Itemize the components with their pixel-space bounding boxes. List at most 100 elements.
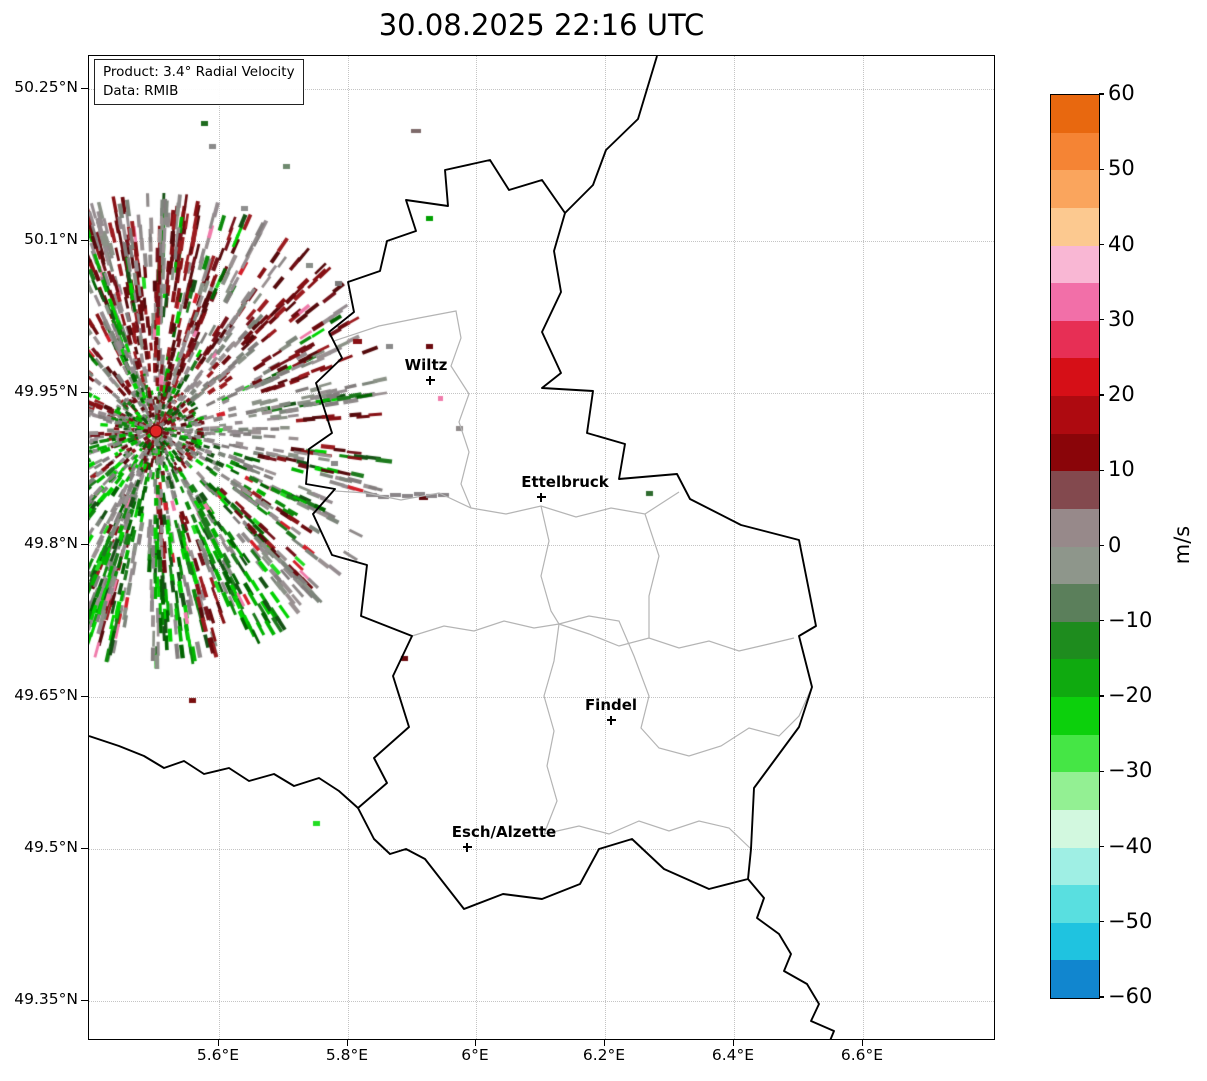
city-label: Ettelbruck xyxy=(521,473,609,491)
colorbar-tick-label: −10 xyxy=(1108,607,1153,632)
y-axis-tick-label: 50.25°N xyxy=(14,78,78,96)
axis-tick-mark xyxy=(81,391,88,393)
colorbar-tick-mark xyxy=(1099,921,1104,923)
colorbar-tick-label: −30 xyxy=(1108,758,1153,783)
borders-layer xyxy=(89,56,835,1039)
y-axis-tick-label: 49.5°N xyxy=(24,838,78,856)
city-plus-marker xyxy=(462,842,472,852)
product-line: Product: 3.4° Radial Velocity xyxy=(103,64,295,80)
axis-tick-mark xyxy=(732,1040,734,1046)
colorbar-segment xyxy=(1051,170,1099,208)
colorbar-segment xyxy=(1051,847,1099,886)
y-axis-tick-label: 49.35°N xyxy=(14,990,78,1008)
city-label: Wiltz xyxy=(404,356,448,374)
y-axis-tick-label: 49.8°N xyxy=(24,534,78,552)
colorbar-segment xyxy=(1051,960,1099,998)
colorbar-tick-label: −20 xyxy=(1108,683,1153,707)
colorbar-segment xyxy=(1051,508,1099,547)
city-label: Findel xyxy=(584,696,638,714)
product-info-box: Product: 3.4° Radial Velocity Data: RMIB xyxy=(94,59,304,105)
luxembourg-border xyxy=(305,159,817,910)
x-axis-tick-label: 6.6°E xyxy=(840,1046,884,1064)
axis-tick-mark xyxy=(81,999,88,1001)
colorbar-tick-mark xyxy=(1099,319,1104,321)
city-plus-marker xyxy=(425,375,435,385)
colorbar-segment xyxy=(1051,697,1099,735)
map-plot: Product: 3.4° Radial Velocity Data: RMIB… xyxy=(88,55,995,1040)
colorbar-segment xyxy=(1051,396,1099,434)
colorbar-segment xyxy=(1051,433,1099,472)
axis-tick-mark xyxy=(474,1040,476,1046)
colorbar-tick-label: 10 xyxy=(1108,457,1135,482)
colorbar-tick-mark xyxy=(1099,845,1104,848)
y-axis-tick-label: 49.65°N xyxy=(14,686,78,704)
colorbar-segment xyxy=(1051,734,1099,773)
colorbar-tick-mark xyxy=(1099,544,1104,547)
colorbar-tick-label: 50 xyxy=(1108,156,1135,181)
colorbar-tick-mark xyxy=(1099,695,1104,697)
colorbar-tick-mark xyxy=(1099,168,1104,170)
colorbar-segment xyxy=(1051,546,1099,585)
colorbar-tick-mark xyxy=(1099,770,1104,772)
radar-echo-layer xyxy=(89,56,994,1039)
colorbar-segment xyxy=(1051,809,1099,848)
colorbar-tick-label: 30 xyxy=(1108,306,1135,331)
colorbar-segment xyxy=(1051,584,1099,622)
page-title: 30.08.2025 22:16 UTC xyxy=(378,8,705,42)
colorbar-tick-mark xyxy=(1099,394,1104,396)
colorbar-tick-label: −50 xyxy=(1108,908,1153,933)
axis-tick-mark xyxy=(217,1040,219,1046)
city-plus-marker xyxy=(606,715,616,725)
city-label: Esch/Alzette xyxy=(451,823,557,841)
colorbar-segment xyxy=(1051,283,1099,321)
colorbar-tick-label: −60 xyxy=(1108,984,1153,1008)
x-axis-tick-label: 6°E xyxy=(461,1046,489,1064)
district-borders xyxy=(333,310,813,850)
axis-tick-mark xyxy=(81,87,88,89)
data-source-line: Data: RMIB xyxy=(103,82,179,99)
colorbar-tick-label: 0 xyxy=(1108,532,1122,557)
colorbar-tick-mark xyxy=(1099,469,1104,471)
y-axis-tick-label: 50.1°N xyxy=(24,230,78,248)
colorbar-unit-label: m/s xyxy=(1170,525,1194,565)
colorbar-segment xyxy=(1051,207,1099,246)
x-axis-tick-label: 5.8°E xyxy=(325,1046,369,1064)
colorbar-segment xyxy=(1051,659,1099,697)
neighbor-border-southwest xyxy=(89,735,359,809)
axis-tick-mark xyxy=(81,543,88,545)
colorbar-segment xyxy=(1051,772,1099,810)
colorbar-segment xyxy=(1051,621,1099,660)
x-axis-tick-label: 6.4°E xyxy=(711,1046,755,1064)
colorbar-segment xyxy=(1051,471,1099,509)
axis-tick-mark xyxy=(81,847,88,849)
colorbar-tick-mark xyxy=(1099,996,1104,998)
radar-site-dot xyxy=(149,424,163,438)
colorbar-tick-label: 20 xyxy=(1108,382,1135,406)
city-plus-marker xyxy=(536,492,546,502)
colorbar-tick-label: 60 xyxy=(1108,81,1135,105)
colorbar-segment xyxy=(1051,885,1099,923)
neighbor-border-north xyxy=(564,56,658,214)
colorbar-tick-label: 40 xyxy=(1108,231,1135,256)
neighbor-border-southeast xyxy=(747,878,835,1039)
colorbar-tick-mark xyxy=(1099,620,1104,622)
colorbar-tick-label: −40 xyxy=(1108,833,1153,858)
axis-tick-mark xyxy=(603,1040,605,1046)
colorbar-tick-mark xyxy=(1099,243,1104,246)
axis-tick-mark xyxy=(81,239,88,241)
axis-tick-mark xyxy=(346,1040,348,1046)
colorbar-segment xyxy=(1051,358,1099,396)
colorbar xyxy=(1050,94,1100,999)
x-axis-tick-label: 6.2°E xyxy=(582,1046,626,1064)
x-axis-tick-label: 5.6°E xyxy=(196,1046,240,1064)
axis-tick-mark xyxy=(81,695,88,697)
colorbar-segment xyxy=(1051,922,1099,961)
colorbar-tick-mark xyxy=(1099,93,1104,95)
axis-tick-mark xyxy=(861,1040,863,1046)
y-axis-tick-label: 49.95°N xyxy=(14,382,78,400)
colorbar-segment xyxy=(1051,245,1099,284)
colorbar-segment xyxy=(1051,95,1099,133)
colorbar-segment xyxy=(1051,320,1099,359)
colorbar-segment xyxy=(1051,132,1099,171)
